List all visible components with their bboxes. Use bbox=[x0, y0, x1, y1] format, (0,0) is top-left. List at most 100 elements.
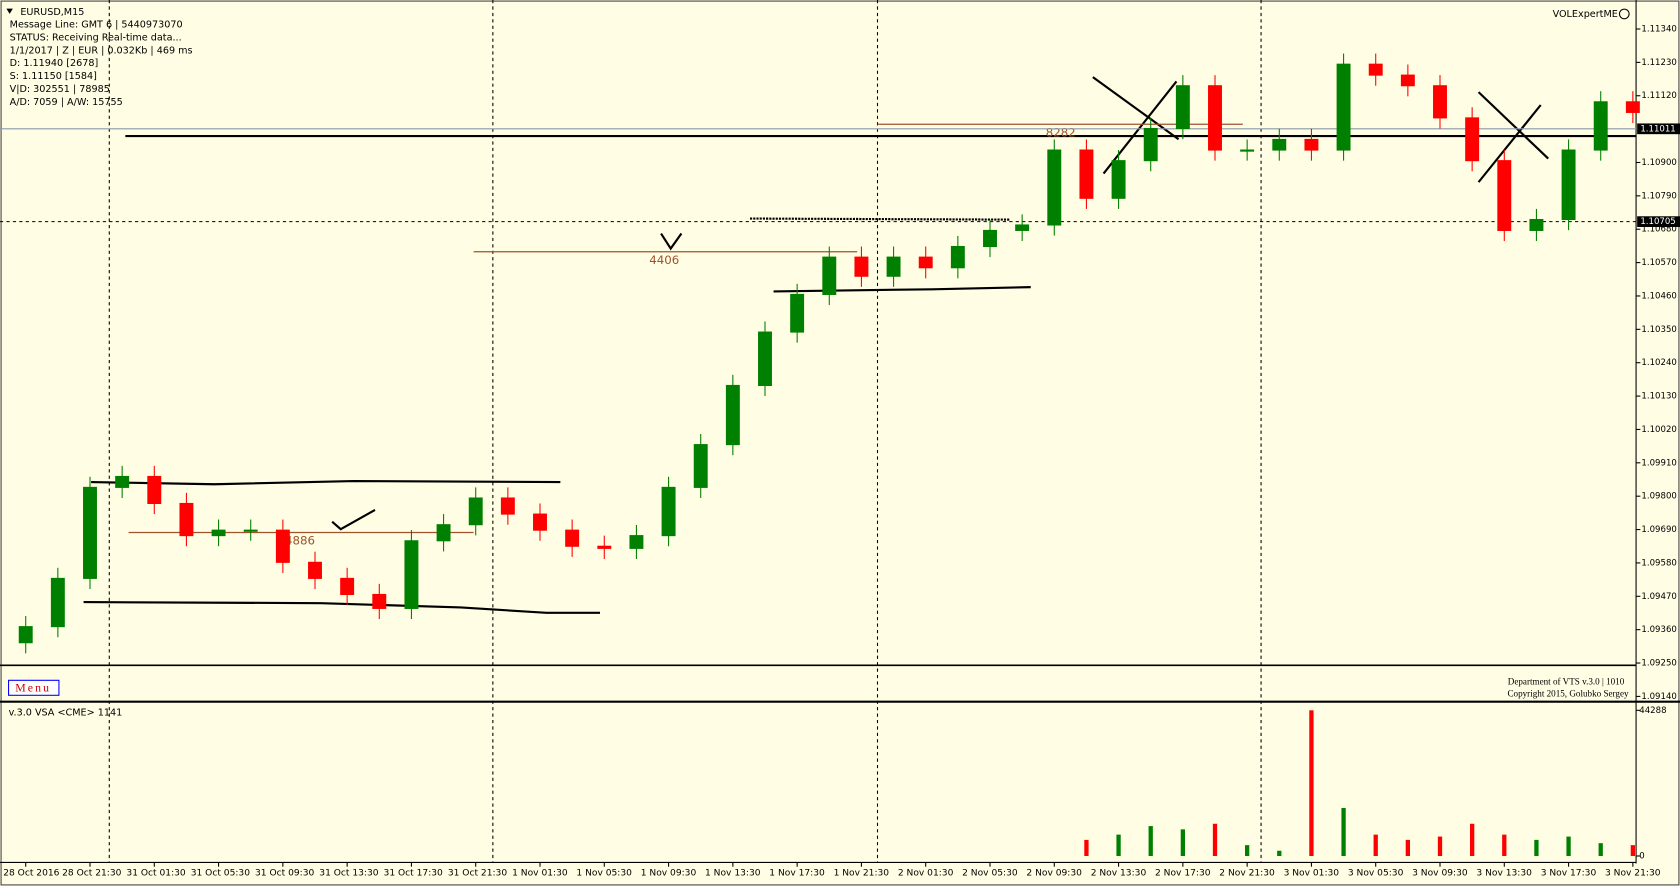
trend-line bbox=[83, 601, 600, 614]
candle-body bbox=[1111, 160, 1126, 199]
cross-mark bbox=[1477, 104, 1542, 183]
check-mark bbox=[331, 509, 376, 531]
y-tick-label: 1.09250 bbox=[1641, 659, 1676, 669]
candle-body bbox=[1336, 63, 1351, 151]
volume-bar bbox=[1277, 850, 1282, 857]
level-label: 4886 bbox=[285, 534, 315, 548]
x-tick-label: 1 Nov 13:30 bbox=[705, 869, 761, 879]
candle-body bbox=[1047, 149, 1062, 226]
candle-body bbox=[308, 561, 322, 579]
price-marker-label: 1.11011 bbox=[1640, 124, 1675, 134]
y-tick-label: 1.10240 bbox=[1641, 358, 1676, 368]
candle-body bbox=[50, 577, 65, 628]
chart-title: EURUSD,M15 bbox=[20, 7, 84, 18]
y-tick-label: 1.10570 bbox=[1641, 258, 1676, 268]
y-tick-label: 1.09360 bbox=[1641, 625, 1676, 635]
info-line: D: 1.11940 [2678] bbox=[10, 58, 99, 69]
candle-body bbox=[147, 475, 162, 505]
candle-body bbox=[758, 331, 772, 386]
x-tick-label: 28 Oct 21:30 bbox=[62, 869, 121, 879]
y-tick-label: 1.10460 bbox=[1641, 291, 1676, 301]
x-tick-label: 1 Nov 01:30 bbox=[512, 869, 568, 879]
x-tick-label: 3 Nov 21:30 bbox=[1605, 869, 1661, 879]
x-tick-label: 2 Nov 17:30 bbox=[1155, 869, 1211, 879]
check-mark bbox=[660, 232, 683, 251]
x-tick-label: 31 Oct 13:30 bbox=[319, 869, 378, 879]
info-line: Message Line: GMT 6 | 5440973070 bbox=[10, 20, 183, 31]
volume-bar bbox=[1341, 807, 1346, 857]
candle-body bbox=[1529, 218, 1544, 231]
y-tick-label: 1.09470 bbox=[1641, 592, 1676, 602]
x-tick-label: 1 Nov 21:30 bbox=[834, 869, 890, 879]
price-marker-label: 1.10705 bbox=[1640, 217, 1675, 227]
candle-body bbox=[565, 529, 580, 547]
candle-body bbox=[822, 256, 837, 295]
candle-body bbox=[1593, 101, 1608, 151]
candle-body bbox=[211, 529, 226, 537]
candle-body bbox=[1400, 74, 1415, 87]
x-tick-label: 1 Nov 05:30 bbox=[576, 869, 632, 879]
candle-body bbox=[533, 513, 547, 531]
candle-body bbox=[1368, 63, 1383, 76]
volume-bar bbox=[1566, 836, 1571, 857]
candle-body bbox=[1208, 85, 1222, 151]
level-label: 4406 bbox=[649, 253, 679, 267]
x-tick-label: 3 Nov 17:30 bbox=[1541, 869, 1597, 879]
y-tick-label: 1.09690 bbox=[1641, 525, 1676, 535]
candle-body bbox=[83, 486, 97, 579]
volume-bar bbox=[1405, 839, 1410, 857]
x-tick-label: 31 Oct 17:30 bbox=[384, 869, 443, 879]
y-tick-label: 1.11230 bbox=[1641, 58, 1676, 68]
candle-body bbox=[1465, 117, 1480, 162]
y-tick-label: 1.10130 bbox=[1641, 392, 1676, 402]
trend-line bbox=[749, 217, 1010, 221]
candle-body bbox=[886, 256, 901, 277]
volume-bar bbox=[1116, 834, 1121, 857]
candle-body bbox=[1240, 149, 1255, 152]
x-tick-label: 2 Nov 21:30 bbox=[1219, 869, 1275, 879]
candle-body bbox=[372, 593, 387, 609]
indicator-name: VOLExpertME bbox=[1553, 9, 1618, 20]
candle-body bbox=[1015, 224, 1030, 231]
menu-label[interactable]: Menu bbox=[15, 682, 51, 695]
x-tick-label: 28 Oct 2016 bbox=[3, 869, 59, 879]
candle-body bbox=[1497, 160, 1512, 231]
y-tick-label: 1.10020 bbox=[1641, 425, 1676, 435]
candle-body bbox=[950, 245, 965, 269]
volume-bar bbox=[1437, 836, 1443, 857]
candle-body bbox=[243, 529, 258, 532]
candle-body bbox=[790, 293, 805, 333]
y-tick-label: 1.09800 bbox=[1641, 492, 1676, 502]
menu-button[interactable] bbox=[8, 679, 60, 696]
x-tick-label: 3 Nov 05:30 bbox=[1348, 869, 1404, 879]
y-tick-label: 1.11120 bbox=[1641, 91, 1676, 101]
candle-body bbox=[854, 256, 869, 277]
volume-bar bbox=[1084, 839, 1089, 857]
candle-body bbox=[500, 497, 515, 515]
x-tick-label: 2 Nov 05:30 bbox=[962, 869, 1018, 879]
y-tick-label: 44288 bbox=[1639, 706, 1666, 716]
price-marker-box bbox=[1637, 216, 1680, 227]
x-tick-label: 31 Oct 21:30 bbox=[448, 869, 507, 879]
info-line: STATUS: Receiving Real-time data... bbox=[10, 32, 182, 43]
x-tick-label: 31 Oct 05:30 bbox=[191, 869, 250, 879]
candle-body bbox=[1079, 149, 1094, 199]
info-block: Message Line: GMT 6 | 5440973070STATUS: … bbox=[10, 20, 193, 108]
candle-body bbox=[1272, 138, 1287, 151]
info-line: S: 1.11150 [1584] bbox=[10, 71, 97, 82]
volume-bar bbox=[1373, 834, 1378, 857]
x-tick-label: 3 Nov 01:30 bbox=[1284, 869, 1340, 879]
x-tick-label: 2 Nov 13:30 bbox=[1091, 869, 1147, 879]
candle-body bbox=[1304, 138, 1319, 151]
candle-body bbox=[404, 540, 419, 609]
price-marker-box bbox=[1637, 123, 1680, 135]
level-label: 8282 bbox=[1046, 125, 1076, 139]
y-tick-label: 1.09580 bbox=[1641, 558, 1676, 568]
candle-body bbox=[115, 475, 130, 488]
info-line: V|D: 302551 | 78985 bbox=[10, 84, 110, 95]
y-tick-label: 1.10790 bbox=[1641, 191, 1676, 201]
candle-body bbox=[597, 545, 612, 549]
candle-body bbox=[1561, 149, 1576, 221]
y-tick-label: 1.10680 bbox=[1641, 225, 1676, 235]
